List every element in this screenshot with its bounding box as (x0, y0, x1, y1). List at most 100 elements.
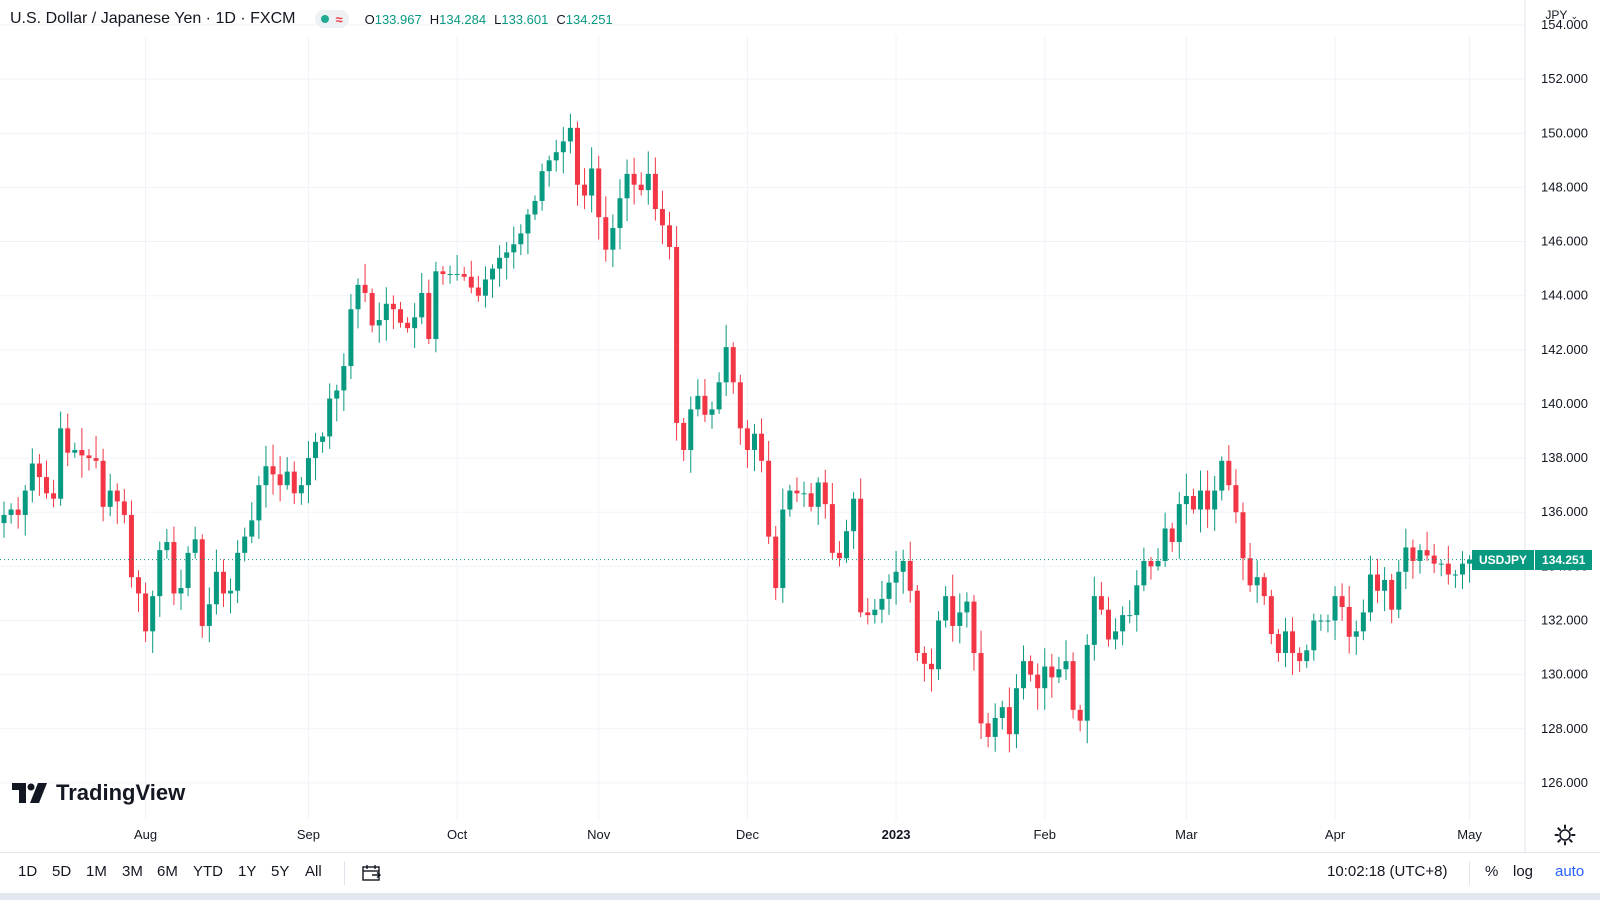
ohlc-low: L133.601 (494, 12, 548, 27)
candle-body (1113, 631, 1119, 640)
candle-body (822, 482, 828, 505)
candle-body (136, 577, 142, 594)
candle-body (355, 284, 361, 310)
candle-body (475, 287, 481, 296)
candle-body (1353, 631, 1359, 637)
range-6m-button[interactable]: 6M (157, 863, 178, 880)
candle-body (865, 612, 871, 616)
candle-body (829, 504, 835, 553)
x-tick-label: Dec (736, 827, 760, 842)
candle-body (1438, 563, 1444, 565)
candle-body (199, 539, 205, 626)
range-5d-button[interactable]: 5D (52, 863, 72, 880)
tradingview-logo[interactable]: TradingView (12, 780, 185, 806)
candle-body (1148, 560, 1154, 567)
candle-body (1169, 528, 1175, 543)
candle-body (29, 463, 35, 491)
candle-body (298, 485, 304, 494)
candle-body (624, 173, 630, 199)
y-tick-label: 146.000 (1541, 234, 1588, 249)
auto-scale-toggle[interactable]: auto (1555, 863, 1585, 880)
candle-body (688, 409, 694, 450)
candle-body (681, 422, 687, 450)
ohlc-low-value: 133.601 (501, 11, 549, 27)
candle-body (511, 244, 517, 253)
range-1y-button[interactable]: 1Y (238, 863, 257, 880)
candle-body (1417, 550, 1423, 561)
candle-body (369, 292, 375, 326)
candle-body (560, 141, 566, 153)
candle-body (1084, 644, 1090, 721)
candle-body (107, 490, 113, 507)
candle-body (440, 271, 446, 275)
candle-body (482, 279, 488, 296)
currency-selector[interactable]: JPY ⌄ (1545, 8, 1578, 22)
log-scale-toggle[interactable]: log (1513, 863, 1534, 880)
candle-body (851, 498, 857, 532)
range-3m-button[interactable]: 3M (122, 863, 143, 880)
candle-body (872, 609, 878, 616)
range-ytd-button[interactable]: YTD (193, 863, 223, 880)
toolbar-divider (344, 861, 345, 885)
x-tick-label: Mar (1175, 827, 1198, 842)
candle-body (737, 382, 743, 429)
clock-timezone[interactable]: 10:02:18 (UTC+8) (1327, 863, 1448, 880)
candle-body (716, 382, 722, 410)
candle-body (1006, 707, 1012, 735)
candle-body (1134, 585, 1140, 616)
percent-scale-toggle[interactable]: % (1485, 863, 1499, 880)
x-tick-label: Oct (447, 827, 468, 842)
candle-body (1282, 631, 1288, 653)
candle-body (65, 428, 71, 453)
candle-body (1375, 574, 1381, 591)
candle-body (879, 598, 885, 610)
last-price-tag: USDJPY 134.251 (1472, 549, 1593, 570)
candle-body (100, 460, 106, 507)
candle-body (1105, 609, 1111, 640)
candle-body (1212, 490, 1218, 510)
candle-body (1028, 661, 1034, 675)
range-5y-button[interactable]: 5Y (271, 863, 290, 880)
candle-body (228, 590, 234, 594)
candle-body (553, 152, 559, 161)
candle-body (936, 620, 942, 670)
candle-body (787, 490, 793, 510)
x-tick-label: Aug (134, 827, 157, 842)
candle-body (957, 612, 963, 626)
candle-body (1049, 666, 1055, 678)
ohlc-high-value: 134.284 (439, 11, 487, 27)
candle-body (1445, 563, 1451, 575)
candle-body (702, 395, 708, 415)
candle-body (305, 458, 311, 486)
range-1d-button[interactable]: 1D (18, 863, 38, 880)
market-status[interactable]: ≈ (315, 10, 349, 28)
go-to-date-icon[interactable] (362, 864, 382, 882)
chart-header: U.S. Dollar / Japanese Yen · 1D · FXCM ≈… (10, 8, 613, 30)
candle-body (405, 322, 411, 329)
range-all-button[interactable]: All (305, 863, 322, 880)
candle-body (539, 171, 545, 201)
candle-body (157, 550, 163, 597)
candle-body (164, 542, 170, 551)
settings-gear-icon[interactable] (1554, 824, 1576, 846)
candle-body (1318, 620, 1324, 622)
candle-body (518, 233, 524, 245)
wave-icon: ≈ (335, 11, 343, 27)
candle-body (1127, 615, 1133, 617)
candle-body (150, 596, 156, 632)
candle-body (341, 366, 347, 391)
candle-body (454, 274, 460, 276)
symbol-title[interactable]: U.S. Dollar / Japanese Yen · 1D · FXCM (10, 10, 296, 27)
range-1m-button[interactable]: 1M (86, 863, 107, 880)
candle-body (943, 596, 949, 621)
candle-body (1042, 666, 1048, 689)
candle-body (617, 198, 623, 229)
candle-body (744, 428, 750, 450)
candle-body (1311, 620, 1317, 651)
y-tick-label: 130.000 (1541, 667, 1588, 682)
candle-body (121, 501, 127, 515)
candle-body (751, 433, 757, 450)
tradingview-logo-icon (12, 783, 47, 803)
candle-body (1013, 688, 1019, 735)
